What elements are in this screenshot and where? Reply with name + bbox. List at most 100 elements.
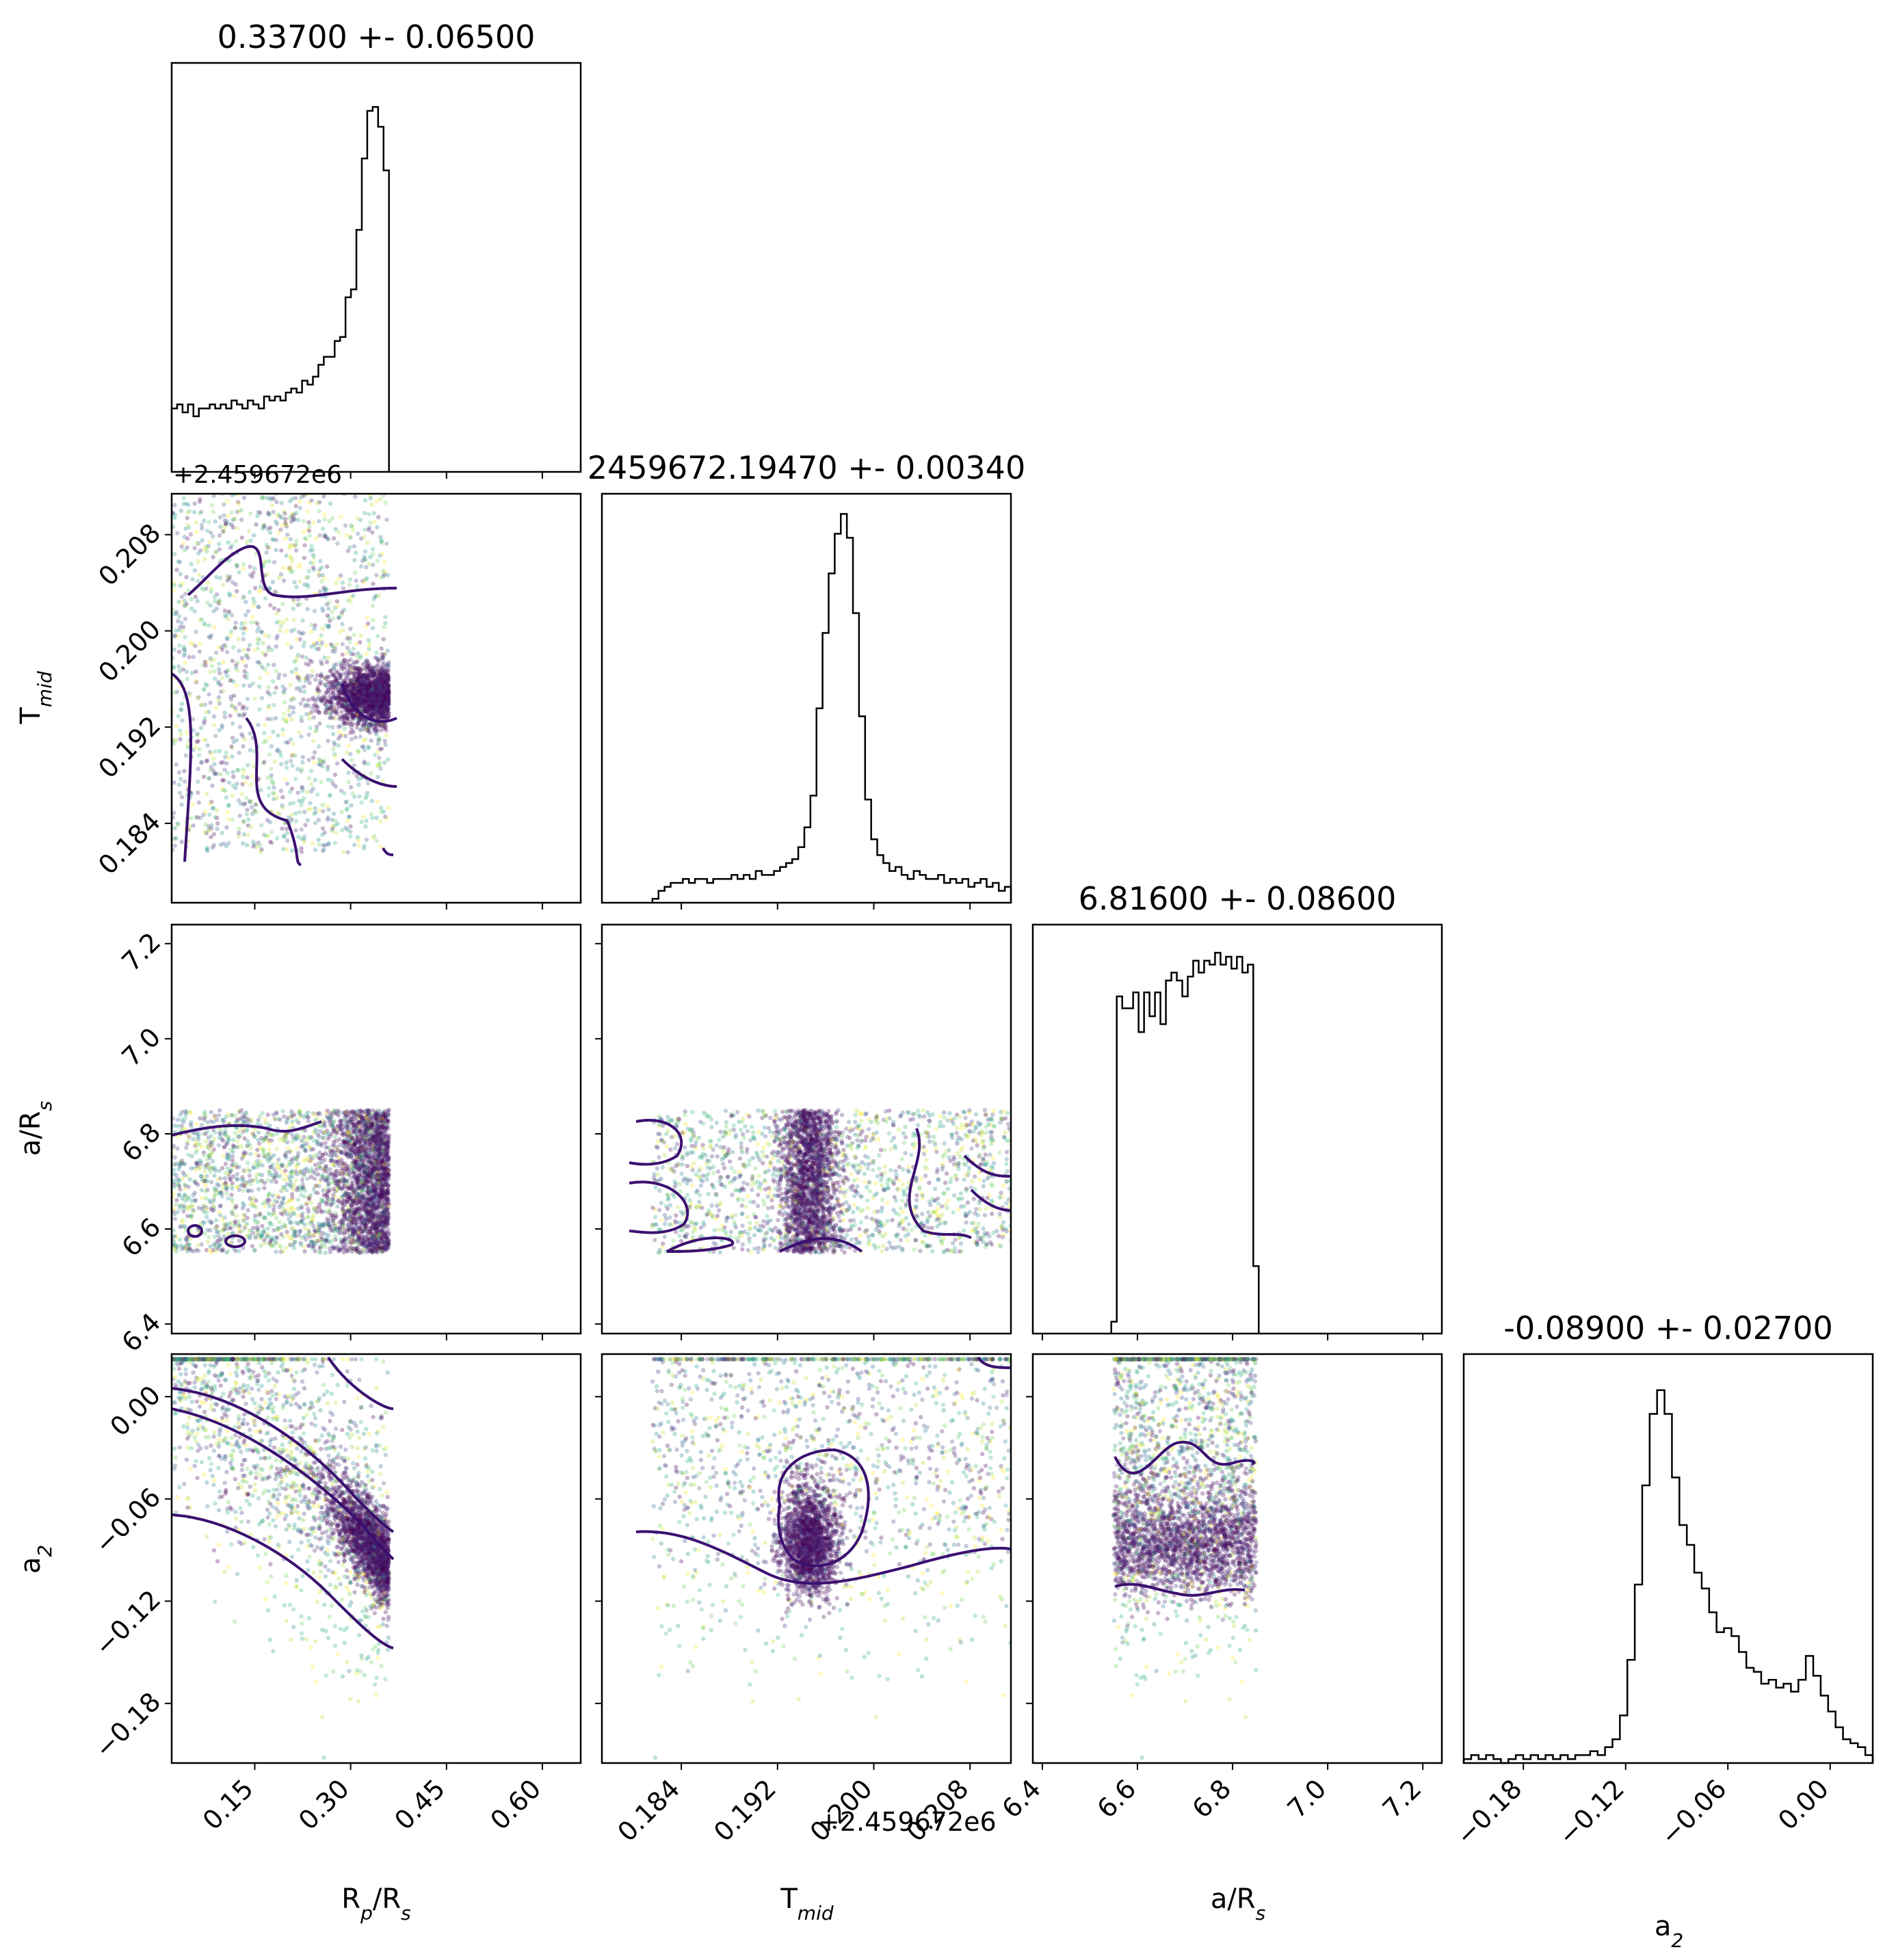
scatter-point <box>237 570 241 574</box>
scatter-point <box>355 703 360 708</box>
scatter-point <box>369 687 374 692</box>
scatter-point <box>375 693 380 698</box>
scatter-point <box>345 750 350 755</box>
scatter-point <box>382 560 387 565</box>
scatter-point <box>216 695 222 700</box>
scatter-point <box>372 727 378 732</box>
scatter-point <box>269 717 274 721</box>
scatter-point <box>325 710 330 715</box>
scatter-point <box>306 758 311 763</box>
scatter-point <box>348 664 353 670</box>
scatter-point <box>347 708 352 714</box>
scatter-point <box>308 560 313 566</box>
scatter-point <box>379 676 384 681</box>
scatter-point <box>232 516 237 521</box>
scatter-point <box>344 807 349 812</box>
scatter-point <box>331 536 337 541</box>
scatter-point <box>337 530 341 535</box>
scatter-point <box>328 704 334 710</box>
scatter-point <box>289 628 294 633</box>
scatter-point <box>245 539 250 544</box>
scatter-point <box>383 689 388 694</box>
scatter-point <box>347 706 352 711</box>
scatter-point <box>308 806 313 812</box>
scatter-point <box>226 803 231 808</box>
scatter-point <box>182 603 187 608</box>
scatter-point <box>301 697 306 702</box>
scatter-point <box>330 732 336 737</box>
scatter-point <box>180 581 185 586</box>
scatter-point <box>208 656 213 661</box>
scatter-point <box>172 647 177 652</box>
scatter-point <box>339 827 345 833</box>
scatter-point <box>237 830 241 836</box>
scatter-point <box>266 510 271 515</box>
scatter-point <box>359 716 364 721</box>
scatter-point <box>386 690 391 696</box>
scatter-point <box>319 674 324 679</box>
scatter-point <box>204 586 209 591</box>
scatter-point <box>289 570 294 574</box>
scatter-point <box>338 629 343 634</box>
scatter-point <box>194 678 198 684</box>
scatter-point <box>291 696 296 701</box>
scatter-point <box>384 689 389 693</box>
scatter-point <box>259 847 264 852</box>
scatter-point <box>352 633 356 637</box>
scatter-point <box>227 558 232 563</box>
scatter-point <box>197 747 202 752</box>
scatter-point <box>372 691 377 696</box>
scatter-point <box>367 699 371 704</box>
scatter-point <box>340 697 345 702</box>
scatter-point <box>211 806 216 810</box>
scatter-point <box>356 696 361 701</box>
scatter-point <box>377 680 382 685</box>
scatter-point <box>304 575 309 581</box>
scatter-point <box>297 730 302 735</box>
scatter-point <box>377 686 382 691</box>
scatter-point <box>371 693 376 698</box>
scatter-point <box>338 676 343 680</box>
scatter-point <box>358 715 363 720</box>
scatter-point <box>247 799 252 804</box>
scatter-point <box>362 708 367 714</box>
scatter-point <box>241 637 246 641</box>
scatter-point <box>238 713 243 718</box>
scatter-point <box>364 689 369 694</box>
scatter-point <box>378 680 382 685</box>
scatter-point <box>330 671 335 676</box>
scatter-point <box>385 705 390 710</box>
scatter-point <box>263 633 267 638</box>
scatter-point <box>371 678 376 683</box>
scatter-point <box>252 648 256 652</box>
scatter-point <box>347 636 352 641</box>
scatter-point <box>384 705 389 710</box>
scatter-point <box>336 743 341 748</box>
scatter-point <box>364 693 369 698</box>
scatter-point <box>356 717 362 722</box>
scatter-point <box>356 691 360 696</box>
scatter-point <box>248 747 252 753</box>
scatter-point <box>172 611 176 616</box>
scatter-point <box>345 708 350 713</box>
scatter-point <box>367 722 371 727</box>
scatter-point <box>234 589 239 594</box>
scatter-point <box>368 689 373 694</box>
scatter-point <box>198 726 204 730</box>
scatter-point <box>384 681 389 687</box>
scatter-point <box>356 719 361 725</box>
scatter-point <box>352 843 357 847</box>
scatter-point <box>196 695 201 700</box>
scatter-point <box>207 750 213 754</box>
scatter-point <box>189 816 194 821</box>
scatter-point <box>345 717 350 721</box>
scatter-point <box>213 734 218 739</box>
scatter-point <box>378 539 384 544</box>
scatter-point <box>384 678 389 683</box>
scatter-point <box>211 843 216 848</box>
scatter-point <box>248 511 253 516</box>
scatter-point <box>345 645 350 650</box>
scatter-point <box>382 713 386 719</box>
scatter-point <box>311 565 316 570</box>
scatter-point <box>196 551 201 556</box>
